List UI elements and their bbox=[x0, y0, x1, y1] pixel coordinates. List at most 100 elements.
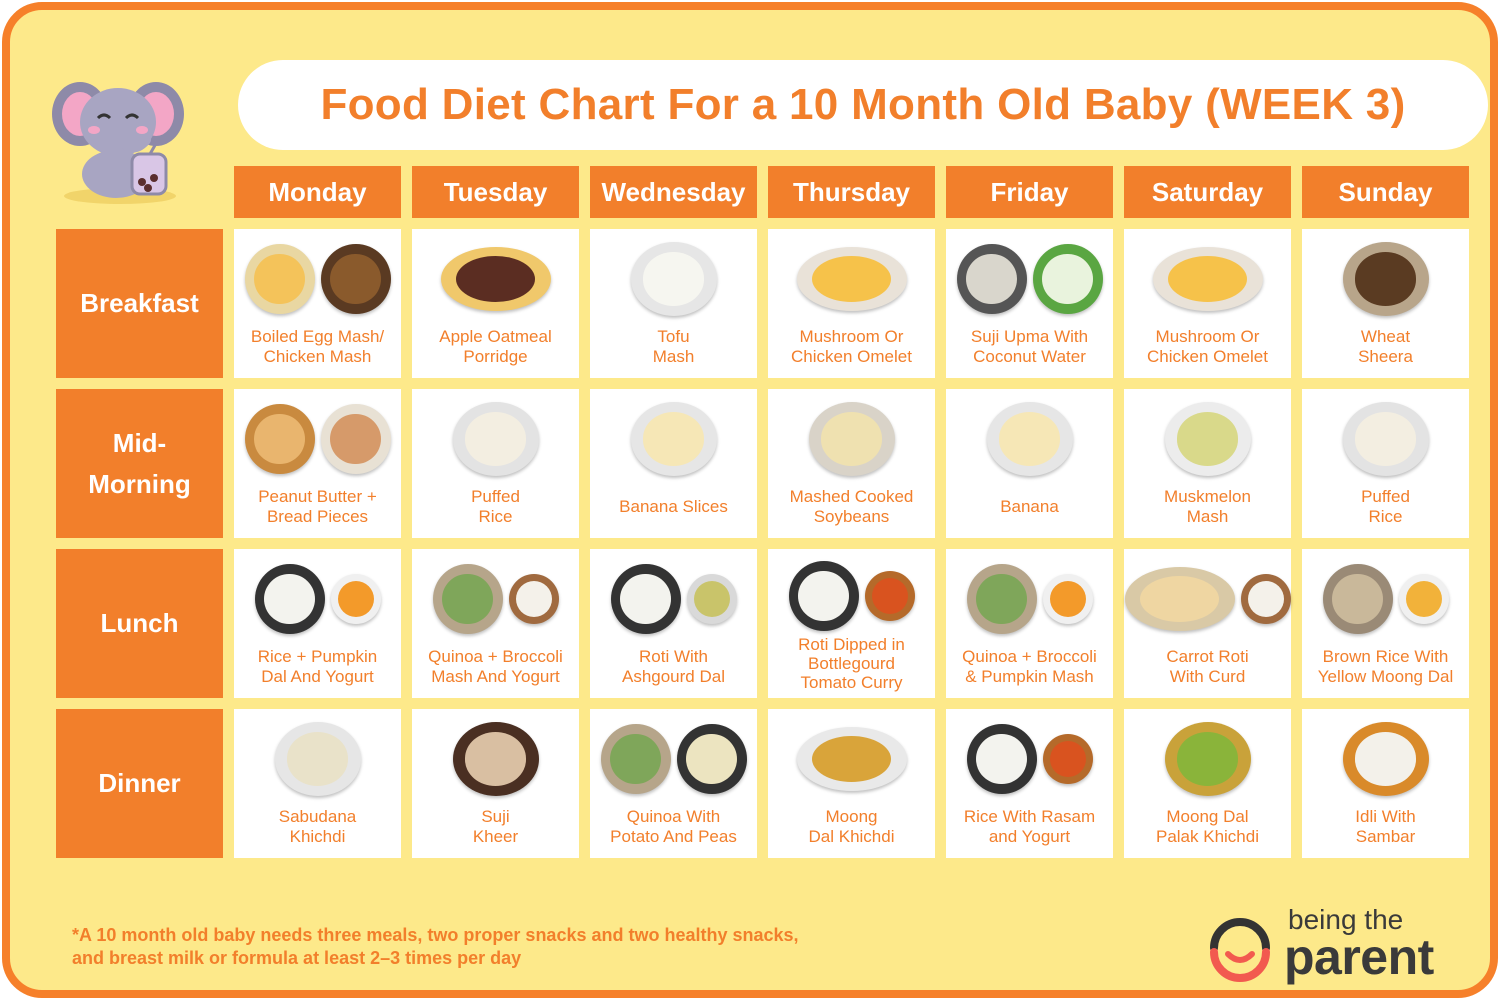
kheer-bowl-icon bbox=[412, 709, 579, 801]
brown-rice-dal-icon bbox=[1302, 549, 1469, 641]
meal-label: Suji Upma With Coconut Water bbox=[970, 327, 1089, 366]
day-header-thursday: Thursday bbox=[768, 166, 935, 218]
meal-cell: Moong Dal Khichdi bbox=[768, 709, 935, 858]
day-header-wednesday: Wednesday bbox=[590, 166, 757, 218]
meal-label: Quinoa + Broccoli & Pumpkin Mash bbox=[962, 647, 1097, 686]
sheera-bowl-icon bbox=[1302, 229, 1469, 321]
meal-cell: Suji Upma With Coconut Water bbox=[946, 229, 1113, 378]
meal-label: Muskmelon Mash bbox=[1164, 487, 1251, 526]
meal-label: Banana bbox=[1000, 496, 1059, 516]
tofu-mash-icon bbox=[590, 229, 757, 321]
rice-rasam-icon bbox=[946, 709, 1113, 801]
meal-label: Idli With Sambar bbox=[1355, 807, 1416, 846]
meal-label: Carrot Roti With Curd bbox=[1166, 647, 1249, 686]
meal-cell: Roti With Ashgourd Dal bbox=[590, 549, 757, 698]
quinoa-pumpkin-icon bbox=[946, 549, 1113, 641]
day-header-tuesday: Tuesday bbox=[412, 166, 579, 218]
upma-coconut-icon bbox=[946, 229, 1113, 321]
meal-label: Apple Oatmeal Porridge bbox=[439, 327, 552, 366]
meal-label: Rice With Rasam and Yogurt bbox=[963, 807, 1096, 846]
roti-dal-icon bbox=[590, 549, 757, 641]
puffed-rice-icon bbox=[1302, 389, 1469, 481]
khichdi-bowl-icon bbox=[234, 709, 401, 801]
brand-line-1: being the bbox=[1288, 904, 1404, 935]
meal-label: Peanut Butter + Bread Pieces bbox=[258, 487, 377, 526]
table-corner bbox=[56, 166, 223, 218]
peanut-butter-bread-icon bbox=[234, 389, 401, 481]
day-header-monday: Monday bbox=[234, 166, 401, 218]
elephant-mascot-icon bbox=[52, 82, 184, 204]
meal-cell: Rice With Rasam and Yogurt bbox=[946, 709, 1113, 858]
meal-label: Puffed Rice bbox=[471, 487, 520, 526]
meal-cell: Sabudana Khichdi bbox=[234, 709, 401, 858]
meal-cell: Rice + Pumpkin Dal And Yogurt bbox=[234, 549, 401, 698]
oatmeal-porridge-icon bbox=[412, 229, 579, 321]
meal-cell: Idli With Sambar bbox=[1302, 709, 1469, 858]
roti-curry-icon bbox=[768, 549, 935, 635]
meal-label: Banana Slices bbox=[619, 496, 728, 516]
meal-cell: Puffed Rice bbox=[412, 389, 579, 538]
meal-cell: Apple Oatmeal Porridge bbox=[412, 229, 579, 378]
meal-label: Brown Rice With Yellow Moong Dal bbox=[1317, 647, 1454, 686]
meal-header-lunch: Lunch bbox=[56, 549, 223, 698]
omelet-icon bbox=[768, 229, 935, 321]
meal-cell: Mashed Cooked Soybeans bbox=[768, 389, 935, 538]
banana-slices-icon bbox=[946, 389, 1113, 481]
meal-cell: Mushroom Or Chicken Omelet bbox=[768, 229, 935, 378]
puffed-rice-icon bbox=[412, 389, 579, 481]
meal-label: Mushroom Or Chicken Omelet bbox=[1147, 327, 1268, 366]
dal-khichdi-icon bbox=[768, 709, 935, 801]
meal-label: Rice + Pumpkin Dal And Yogurt bbox=[257, 647, 378, 686]
idli-sambar-icon bbox=[1302, 709, 1469, 801]
meal-label: Moong Dal Khichdi bbox=[808, 807, 895, 846]
quinoa-potato-icon bbox=[590, 709, 757, 801]
brand-line-2: parent bbox=[1284, 929, 1434, 985]
meal-label: Quinoa + Broccoli Mash And Yogurt bbox=[428, 647, 563, 686]
meal-header-breakfast: Breakfast bbox=[56, 229, 223, 378]
day-header-sunday: Sunday bbox=[1302, 166, 1469, 218]
meal-label: Quinoa With Potato And Peas bbox=[610, 807, 737, 846]
meal-cell: Brown Rice With Yellow Moong Dal bbox=[1302, 549, 1469, 698]
meal-cell: Carrot Roti With Curd bbox=[1124, 549, 1291, 698]
meal-cell: Muskmelon Mash bbox=[1124, 389, 1291, 538]
footnote: *A 10 month old baby needs three meals, … bbox=[72, 925, 799, 969]
rice-pumpkin-dal-icon bbox=[234, 549, 401, 641]
meal-cell: Tofu Mash bbox=[590, 229, 757, 378]
meal-cell: Peanut Butter + Bread Pieces bbox=[234, 389, 401, 538]
meal-cell: Mushroom Or Chicken Omelet bbox=[1124, 229, 1291, 378]
brand-logo: being the parent bbox=[1200, 902, 1490, 992]
roti-curd-icon bbox=[1124, 549, 1291, 641]
meal-header-mid-morning: Mid- Morning bbox=[56, 389, 223, 538]
meal-cell: Quinoa + Broccoli Mash And Yogurt bbox=[412, 549, 579, 698]
meal-label: Roti Dipped in Bottlegourd Tomato Curry bbox=[798, 634, 905, 692]
meal-label: Mashed Cooked Soybeans bbox=[789, 487, 914, 526]
meal-header-dinner: Dinner bbox=[56, 709, 223, 858]
palak-khichdi-icon bbox=[1124, 709, 1291, 801]
meal-label: Wheat Sheera bbox=[1358, 327, 1413, 366]
meal-label: Sabudana Khichdi bbox=[278, 807, 357, 846]
day-header-friday: Friday bbox=[946, 166, 1113, 218]
meal-cell: Quinoa + Broccoli & Pumpkin Mash bbox=[946, 549, 1113, 698]
diet-table: Monday Tuesday Wednesday Thursday Friday Satu… bbox=[56, 166, 1469, 858]
omelet-icon bbox=[1124, 229, 1291, 321]
meal-cell: Roti Dipped in Bottlegourd Tomato Curry bbox=[768, 549, 935, 698]
meal-cell: Wheat Sheera bbox=[1302, 229, 1469, 378]
meal-cell: Moong Dal Palak Khichdi bbox=[1124, 709, 1291, 858]
meal-label: Mushroom Or Chicken Omelet bbox=[791, 327, 912, 366]
day-header-saturday: Saturday bbox=[1124, 166, 1291, 218]
meal-label: Roti With Ashgourd Dal bbox=[621, 647, 725, 686]
banana-slices-icon bbox=[590, 389, 757, 481]
meal-cell: Banana bbox=[946, 389, 1113, 538]
meal-label: Moong Dal Palak Khichdi bbox=[1155, 807, 1259, 846]
meal-cell: Boiled Egg Mash/ Chicken Mash bbox=[234, 229, 401, 378]
soybean-mash-icon bbox=[768, 389, 935, 481]
meal-label: Boiled Egg Mash/ Chicken Mash bbox=[250, 327, 385, 366]
meal-cell: Puffed Rice bbox=[1302, 389, 1469, 538]
quinoa-yogurt-icon bbox=[412, 549, 579, 641]
meal-cell: Suji Kheer bbox=[412, 709, 579, 858]
page-title: Food Diet Chart For a 10 Month Old Baby … bbox=[320, 80, 1406, 129]
meal-label: Suji Kheer bbox=[472, 807, 519, 846]
smile-logo-icon bbox=[1210, 918, 1270, 982]
title-banner: Food Diet Chart For a 10 Month Old Baby … bbox=[238, 60, 1488, 150]
meal-label: Tofu Mash bbox=[652, 327, 695, 366]
